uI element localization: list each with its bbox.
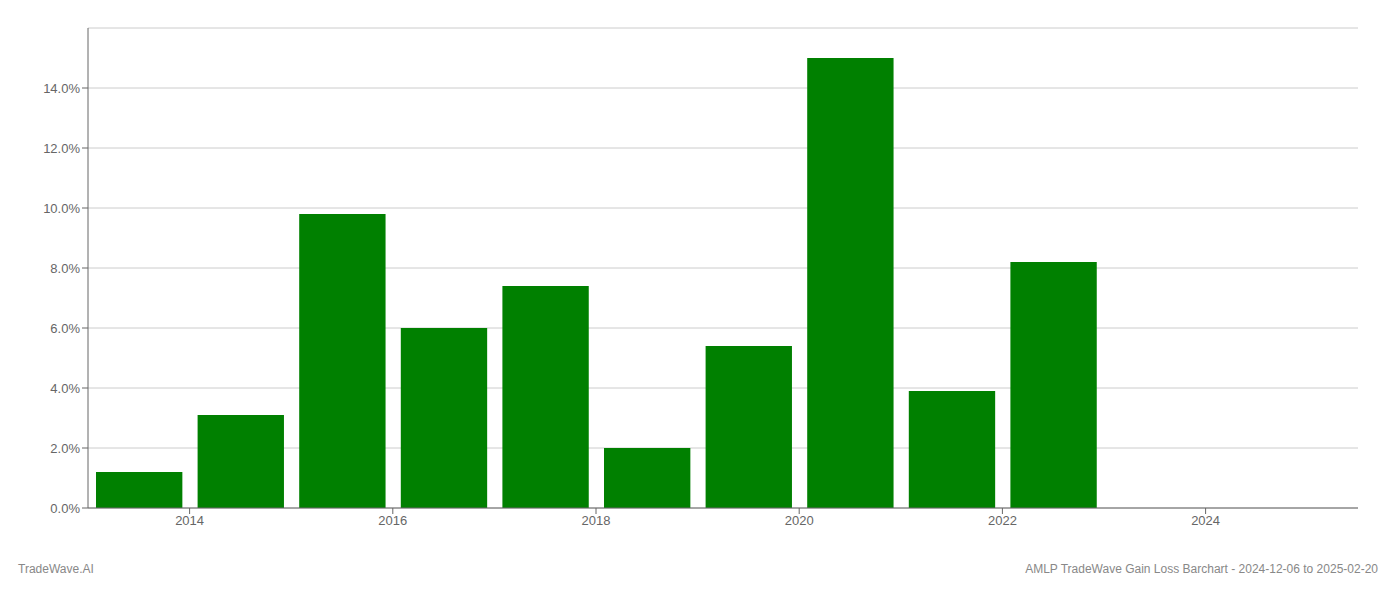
- svg-text:2022: 2022: [988, 513, 1017, 528]
- html-text:AMLP TradeWave Gain Loss Barch: AMLP TradeWave Gain Loss Barchart - 2024…: [1025, 562, 1378, 576]
- svg-text:2020: 2020: [785, 513, 814, 528]
- svg-text:8.0%: 8.0%: [50, 261, 80, 276]
- svg-text:2014: 2014: [175, 513, 204, 528]
- svg-text:4.0%: 4.0%: [50, 381, 80, 396]
- html-text:TradeWave.AI: TradeWave.AI: [18, 562, 94, 576]
- svg-text:0.0%: 0.0%: [50, 501, 80, 516]
- svg-text:14.0%: 14.0%: [43, 81, 80, 96]
- svg-text:2.0%: 2.0%: [50, 441, 80, 456]
- svg-text:12.0%: 12.0%: [43, 141, 80, 156]
- svg-text:2018: 2018: [582, 513, 611, 528]
- svg-text:2024: 2024: [1191, 513, 1220, 528]
- svg-text:6.0%: 6.0%: [50, 321, 80, 336]
- svg-text:2016: 2016: [378, 513, 407, 528]
- svg-text:10.0%: 10.0%: [43, 201, 80, 216]
